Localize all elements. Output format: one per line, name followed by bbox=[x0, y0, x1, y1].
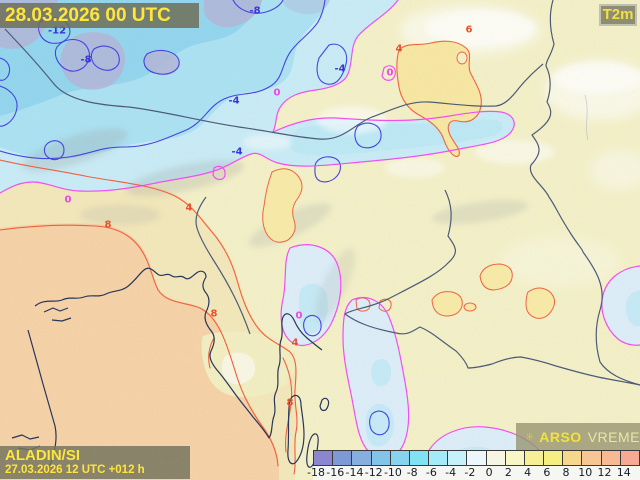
colorbar-value: -18 bbox=[307, 466, 325, 479]
colorbar-box bbox=[601, 451, 621, 465]
colorbar-box bbox=[544, 451, 564, 465]
colorbar-value: 2 bbox=[504, 466, 512, 479]
colorbar-box bbox=[409, 451, 430, 465]
colorbar-labels: -18 -16 -14 -12 -10 -8 -6 -4 -2 0 2 4 6 8 10 12 14 bbox=[307, 466, 640, 480]
colorbar-box bbox=[429, 451, 449, 465]
colorbar-value: -14 bbox=[345, 466, 364, 479]
colorbar-box bbox=[505, 451, 525, 465]
colorbar-value: -4 bbox=[445, 466, 457, 479]
colorbar-value: -12 bbox=[364, 466, 383, 479]
parameter-label: T2m bbox=[602, 6, 634, 23]
arso-vreme-logo: ARSO VREME bbox=[516, 423, 640, 450]
temperature-colorbar: -18 -16 -14 -12 -10 -8 -6 -4 -2 0 2 4 6 8 10 12 14 bbox=[307, 450, 640, 480]
colorbar-box bbox=[448, 451, 468, 465]
colorbar-value: -6 bbox=[425, 466, 437, 479]
colorbar-box bbox=[314, 451, 334, 465]
colorbar-value: 8 bbox=[562, 466, 570, 479]
negative-contours bbox=[0, 0, 390, 436]
forecast-datetime: 28.03.2026 00 UTC bbox=[5, 5, 171, 26]
model-name: ALADIN/SI bbox=[5, 447, 80, 464]
colorbar-value: -10 bbox=[383, 466, 402, 479]
colorbar-value: -2 bbox=[464, 466, 476, 479]
colorbar-value: 10 bbox=[578, 466, 593, 479]
positive-contours bbox=[0, 159, 298, 475]
colorbar-box bbox=[467, 451, 487, 465]
colorbar-value: -16 bbox=[326, 466, 345, 479]
colorbar-box bbox=[486, 451, 506, 465]
colorbar-box bbox=[371, 451, 391, 465]
forecast-datetime-bar: 28.03.2026 00 UTC bbox=[0, 3, 199, 28]
colorbar-value: 6 bbox=[543, 466, 551, 479]
model-run-info: 27.03.2026 12 UTC +012 h bbox=[5, 464, 145, 476]
colorbar-value: 14 bbox=[616, 466, 631, 479]
colorbar-box bbox=[524, 451, 545, 465]
colorbar-box bbox=[390, 451, 410, 465]
parameter-box: T2m bbox=[599, 4, 637, 26]
logo-brand: ARSO bbox=[539, 428, 582, 445]
colorbar-value: 0 bbox=[485, 466, 493, 479]
colorbar-box bbox=[620, 451, 639, 465]
river-line bbox=[584, 94, 589, 141]
colorbar-value: 4 bbox=[524, 466, 532, 479]
model-info-box: ALADIN/SI 27.03.2026 12 UTC +012 h bbox=[0, 446, 190, 479]
colorbar-value: -8 bbox=[406, 466, 418, 479]
country-borders bbox=[4, 0, 640, 386]
colorbar-boxes bbox=[313, 450, 640, 466]
sun-icon bbox=[526, 433, 533, 440]
colorbar-box bbox=[352, 451, 372, 465]
colorbar-box bbox=[333, 451, 353, 465]
colorbar-box bbox=[582, 451, 602, 465]
colorbar-value: 12 bbox=[597, 466, 612, 479]
logo-product: VREME bbox=[587, 428, 640, 445]
colorbar-box bbox=[563, 451, 583, 465]
